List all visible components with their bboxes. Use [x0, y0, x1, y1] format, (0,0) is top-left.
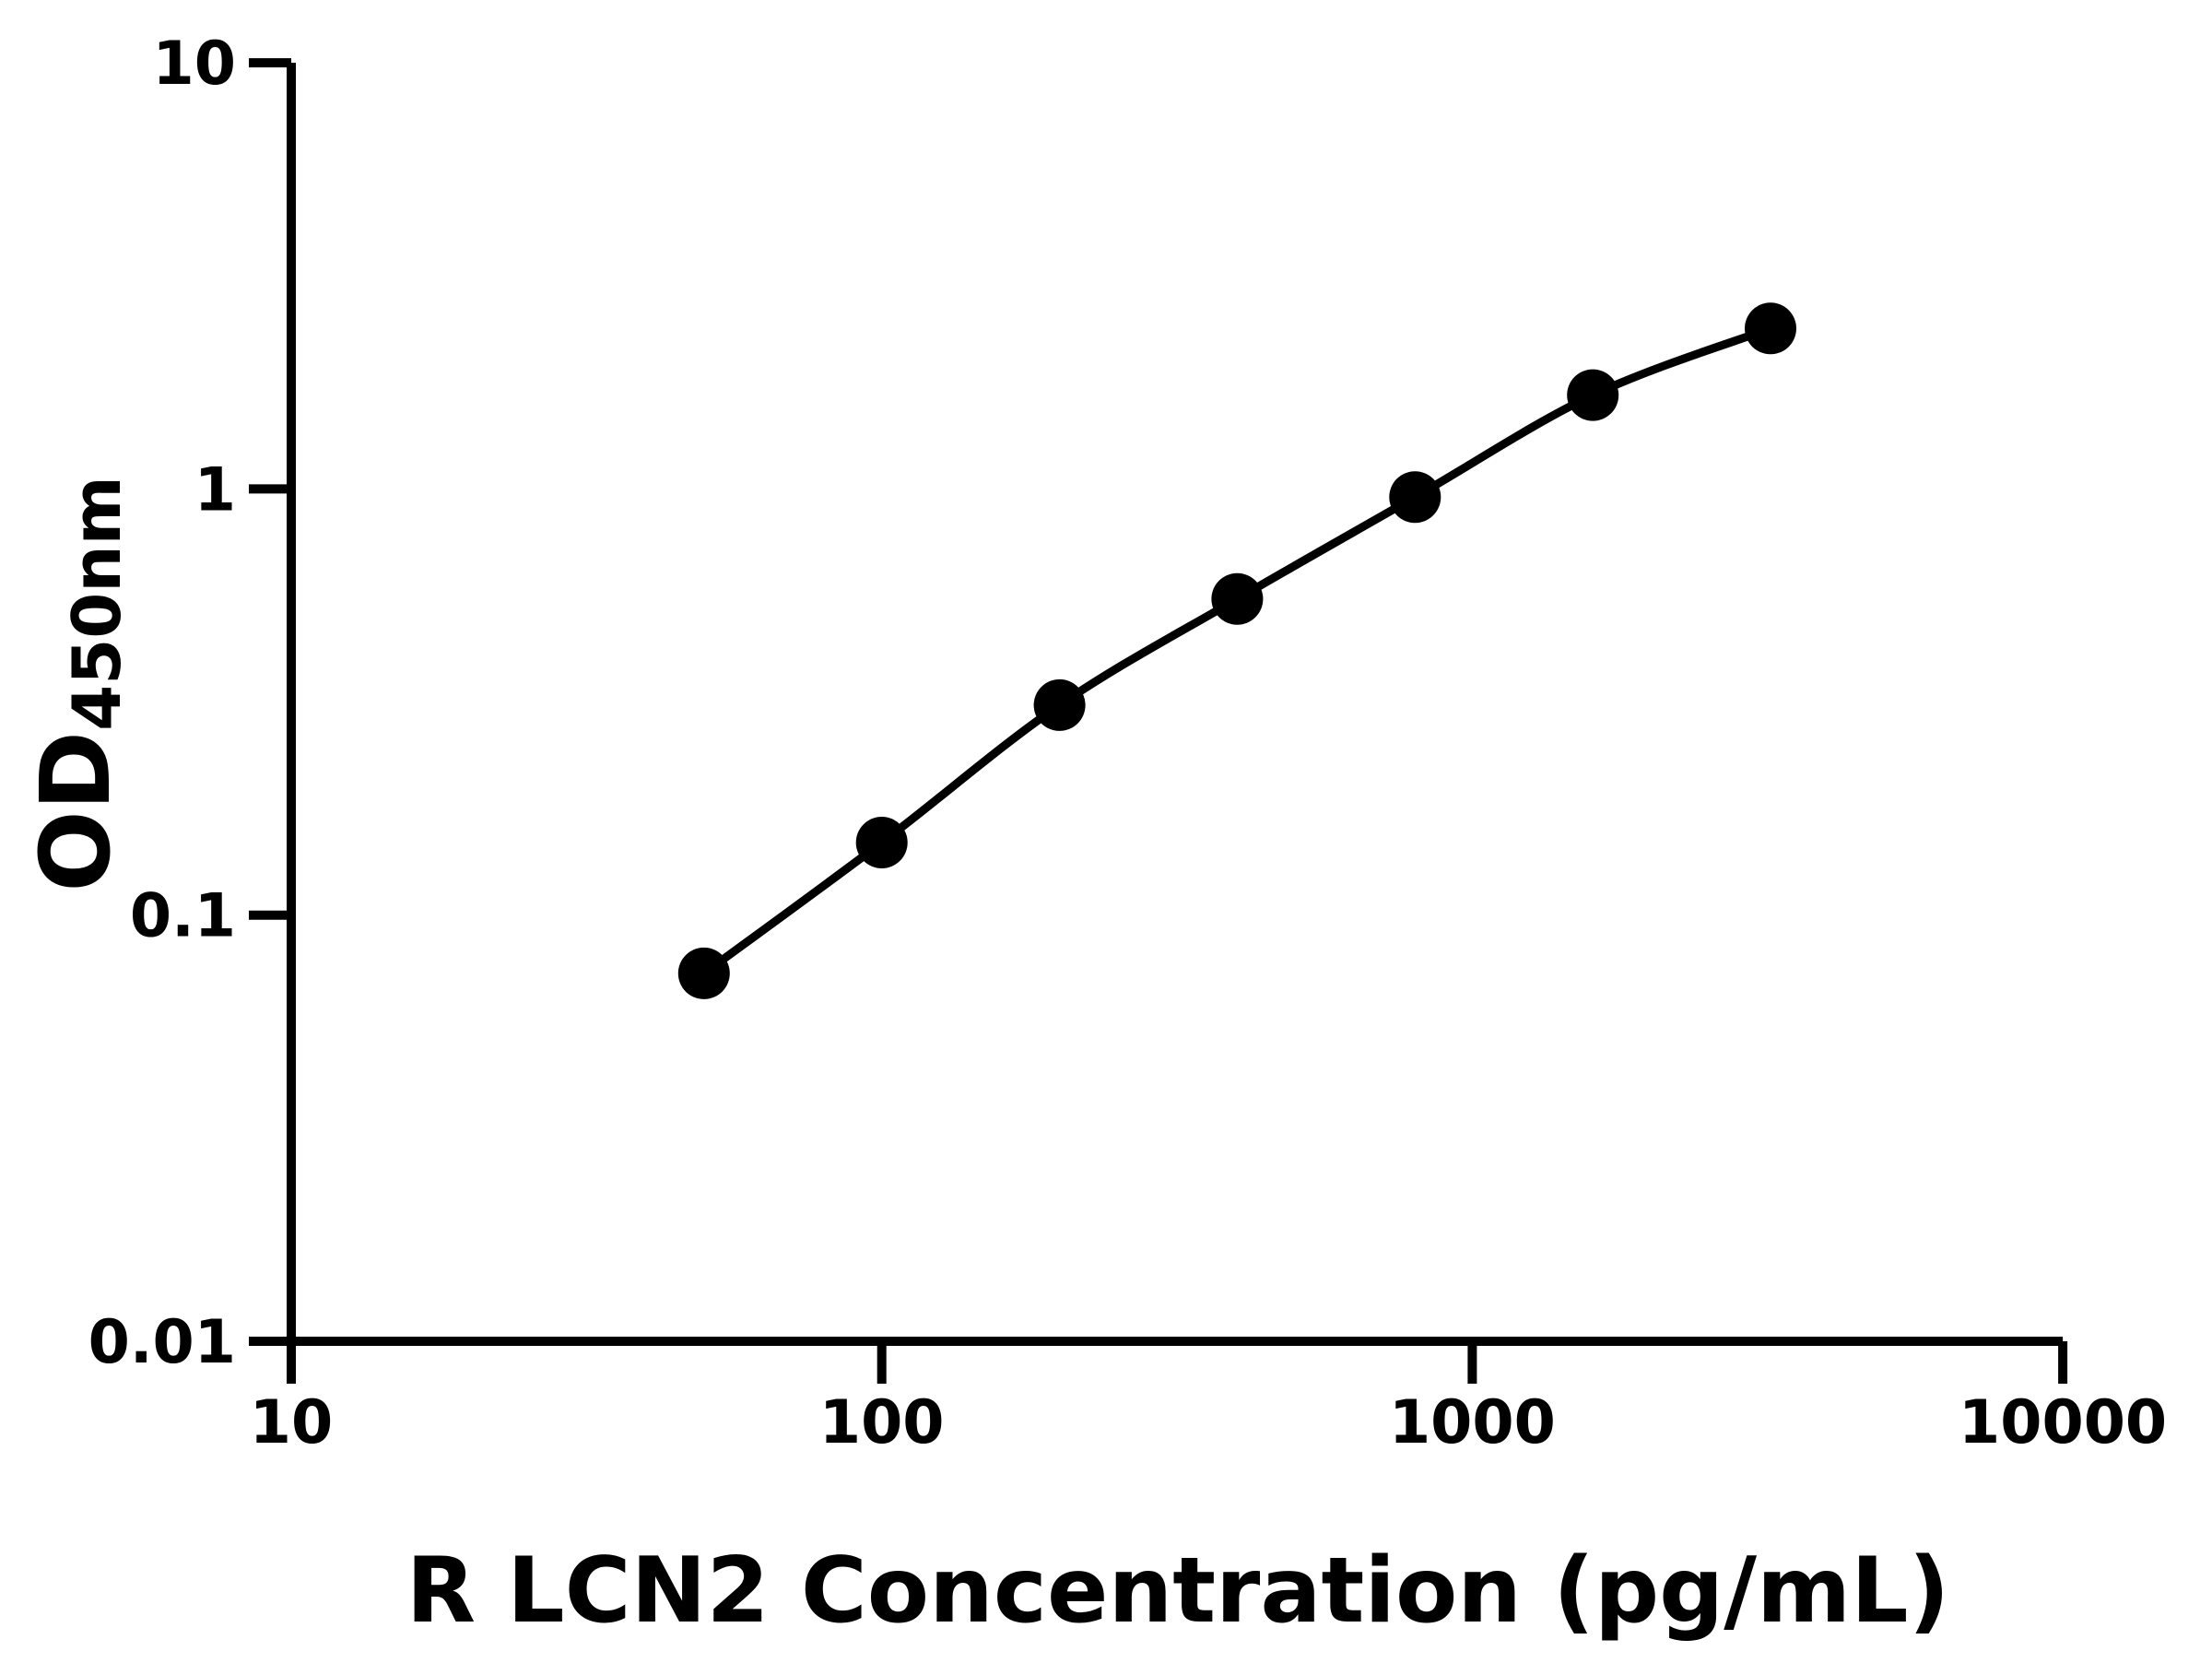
data-point-50 [677, 947, 730, 999]
x-tick-label: 100 [819, 1388, 945, 1457]
data-points [677, 302, 1796, 999]
x-axis-tick-labels: 10 100 1000 10000 [250, 1388, 2167, 1457]
x-axis-title: R LCN2 Concentration (pg/mL) [406, 1539, 1950, 1644]
x-tick-label: 10000 [1959, 1388, 2167, 1457]
standard-curve-line [701, 324, 1772, 977]
y-tick-label: 0.01 [88, 1308, 236, 1377]
data-point-800 [1389, 471, 1441, 524]
y-axis-title: OD450nm [19, 476, 135, 891]
data-point-100 [855, 817, 908, 868]
y-tick-label: 0.1 [130, 882, 236, 951]
y-axis-title-subscript: 450nm [58, 476, 135, 731]
y-axis-tick-labels: 0.01 0.1 1 10 [88, 29, 236, 1377]
y-axis-title-main: OD [19, 731, 132, 892]
y-axis-ticks [249, 58, 291, 1346]
x-tick-label: 1000 [1389, 1388, 1556, 1457]
data-point-1600 [1567, 369, 1619, 421]
x-tick-label: 10 [250, 1388, 333, 1457]
data-point-400 [1211, 572, 1264, 625]
y-tick-label: 10 [153, 29, 236, 99]
axes-spine [287, 63, 2064, 1346]
data-point-200 [1033, 678, 1086, 731]
x-axis-ticks [287, 1341, 2068, 1384]
data-point-3200 [1745, 302, 1796, 355]
y-tick-label: 1 [194, 455, 236, 525]
